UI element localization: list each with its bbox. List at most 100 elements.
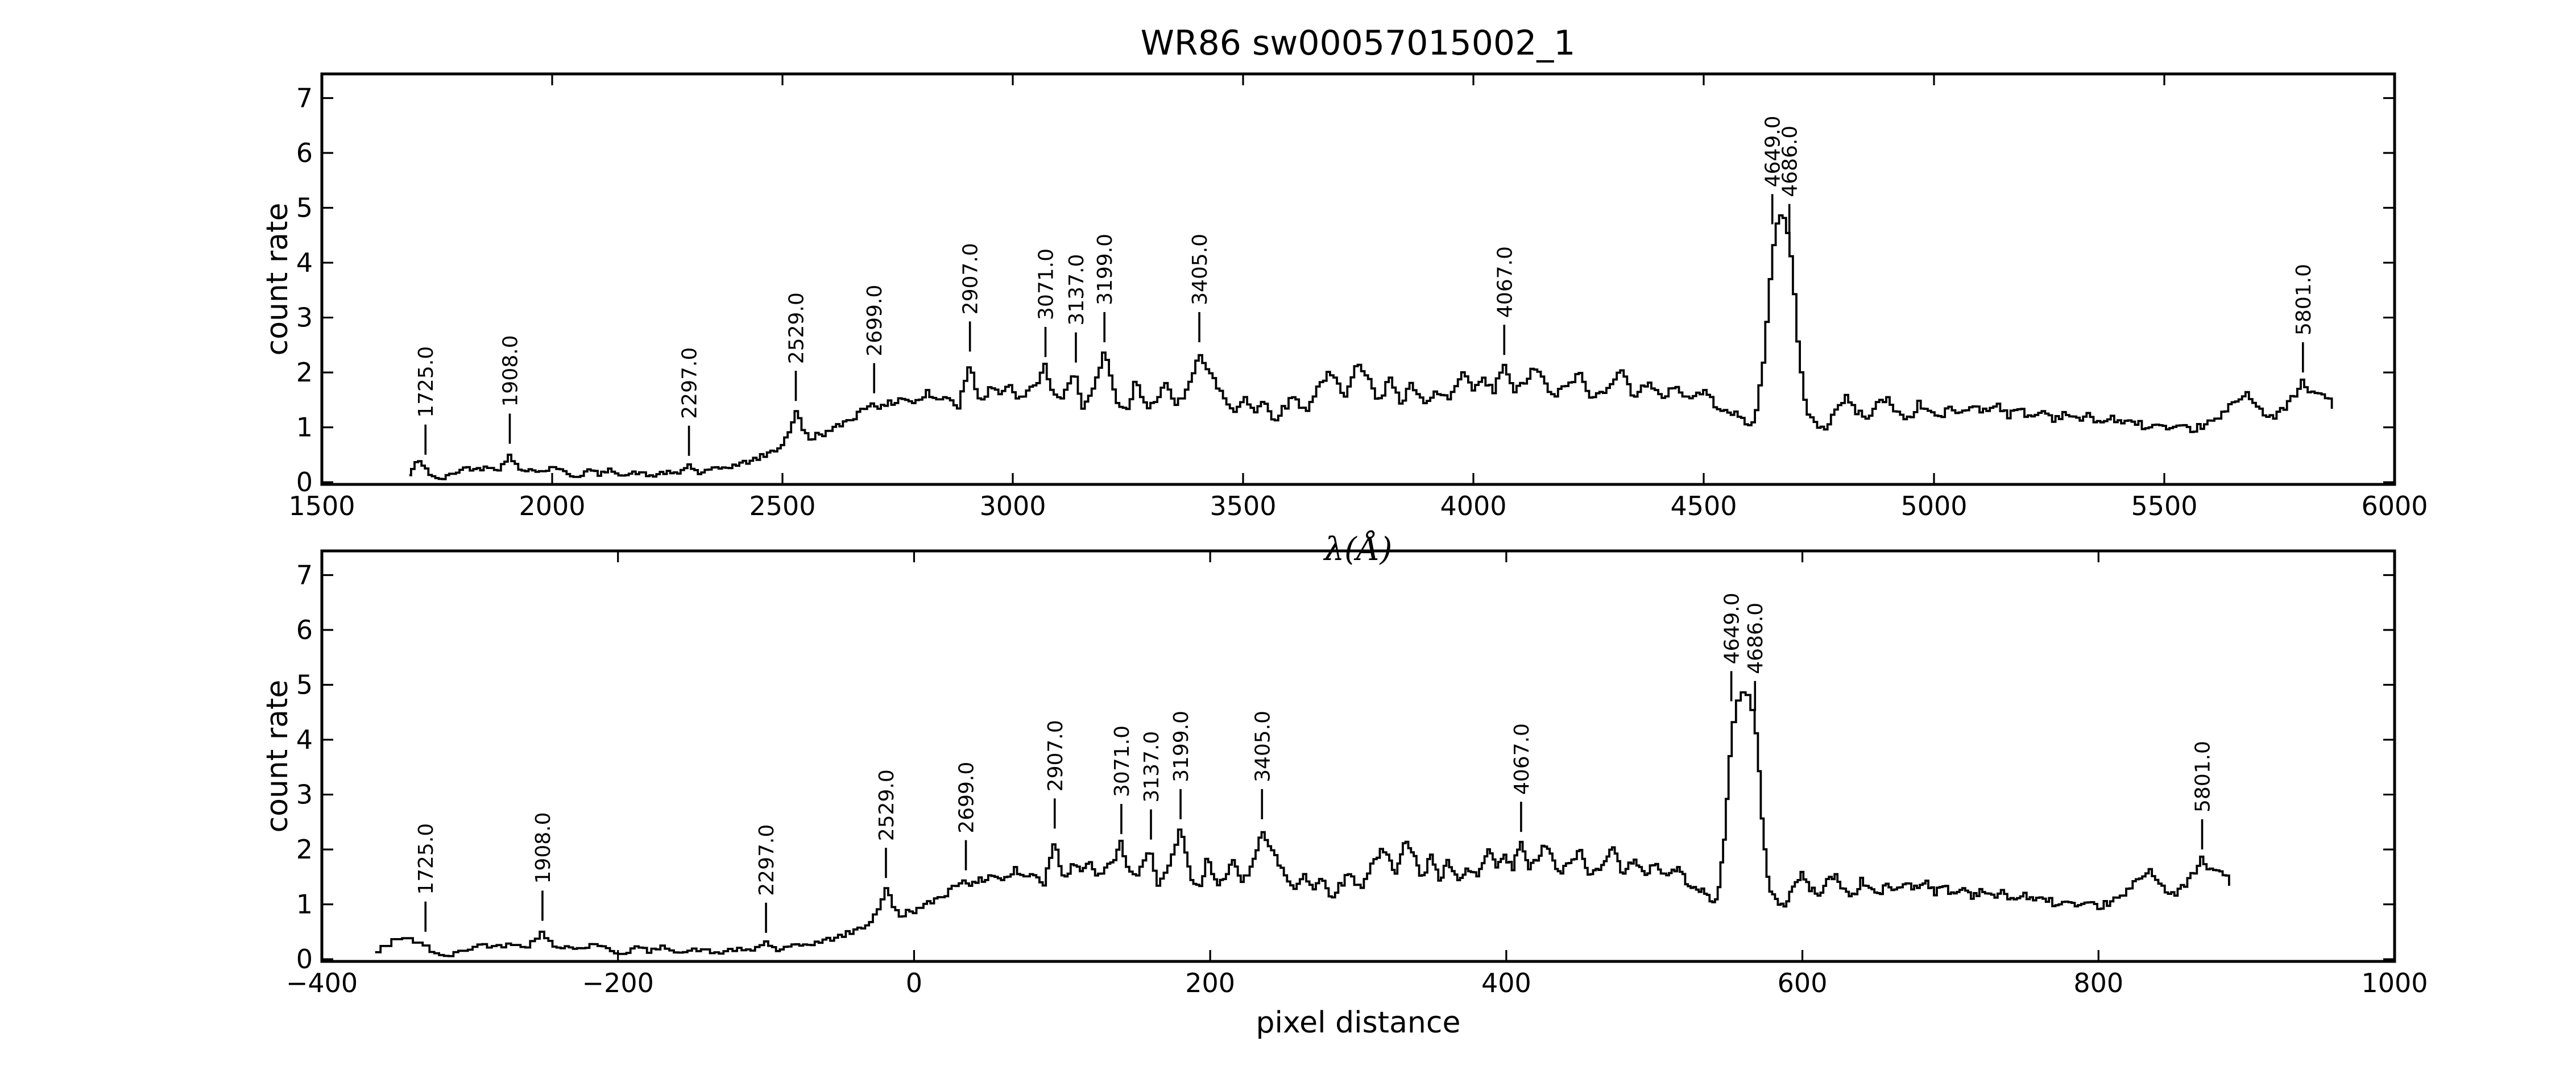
x-tick-label: 400 — [1481, 968, 1531, 998]
peak-annotation: 2907.0 — [1044, 720, 1067, 829]
x-tick-label: 5000 — [1900, 491, 1967, 521]
y-tick-label: 3 — [296, 302, 313, 333]
peak-annotation: 1725.0 — [415, 823, 438, 932]
axes-box — [320, 549, 2396, 963]
x-tick-label: −400 — [286, 968, 358, 998]
x-tick-label: 6000 — [2361, 491, 2428, 521]
y-tick-label: 0 — [296, 467, 313, 497]
peak-annotation: 4649.0 — [1762, 115, 1785, 225]
peak-annotation: 3071.0 — [1035, 248, 1058, 358]
peak-annotation: 2699.0 — [863, 285, 887, 393]
y-tick-label: 4 — [296, 724, 313, 755]
y-tick-label: 6 — [296, 138, 313, 168]
peak-annotation: 3405.0 — [1251, 711, 1274, 820]
x-axis-label: pixel distance — [1256, 1006, 1461, 1040]
peak-annotation: 3405.0 — [1188, 234, 1212, 343]
peak-annotation: 4067.0 — [1510, 723, 1534, 832]
peak-annotation-label: 1908.0 — [532, 812, 555, 884]
axes-box — [320, 72, 2396, 486]
y-tick-label: 2 — [296, 834, 313, 865]
x-tick-label: 1000 — [2361, 968, 2428, 998]
peak-annotation-label: 3071.0 — [1035, 248, 1058, 320]
x-axis-label: λ(Å) — [1323, 530, 1393, 568]
y-tick-label: 7 — [296, 82, 313, 113]
x-tick-label: 600 — [1778, 968, 1828, 998]
y-tick-label: 2 — [296, 357, 313, 388]
peak-annotation-label: 3405.0 — [1251, 711, 1274, 782]
y-tick-label: 1 — [296, 412, 313, 443]
peak-annotation: 2297.0 — [678, 347, 702, 456]
peak-annotation: 1725.0 — [415, 346, 438, 455]
peak-annotation: 2529.0 — [785, 292, 808, 401]
peak-annotation-label: 2529.0 — [875, 769, 898, 841]
peak-annotation: 4686.0 — [1744, 603, 1767, 711]
peak-annotation: 2699.0 — [955, 762, 979, 870]
peak-annotation: 4067.0 — [1493, 246, 1517, 355]
peak-annotation-label: 5801.0 — [2192, 741, 2215, 812]
y-axis-label: count rate — [260, 680, 295, 833]
peak-annotation-label: 4686.0 — [1744, 603, 1767, 674]
x-tick-label: 2500 — [749, 491, 815, 521]
peak-annotation: 2529.0 — [875, 769, 898, 878]
y-tick-label: 1 — [296, 889, 313, 920]
peak-annotation-label: 3199.0 — [1170, 711, 1193, 782]
y-tick-label: 6 — [296, 615, 313, 645]
peak-annotation: 2297.0 — [755, 824, 778, 933]
figure-title: WR86 sw00057015002_1 — [1141, 23, 1576, 63]
peak-annotation-label: 1725.0 — [415, 823, 438, 895]
x-tick-label: 5500 — [2131, 491, 2197, 521]
peak-annotation-label: 4649.0 — [1721, 592, 1744, 664]
x-tick-label: −200 — [582, 968, 654, 998]
y-tick-label: 0 — [296, 944, 313, 974]
peak-annotation-label: 2297.0 — [678, 347, 702, 419]
x-tick-label: 3000 — [979, 491, 1046, 521]
peak-annotation: 4649.0 — [1721, 592, 1744, 702]
peak-annotation: 5801.0 — [2192, 741, 2215, 850]
peak-annotation-label: 2907.0 — [959, 243, 983, 314]
peak-annotation-label: 3405.0 — [1188, 234, 1212, 305]
peak-annotation: 3071.0 — [1111, 725, 1134, 835]
spectrum-curve — [375, 691, 2230, 957]
x-tick-label: 200 — [1185, 968, 1235, 998]
peak-annotation: 4686.0 — [1779, 126, 1802, 234]
x-tick-label: 800 — [2073, 968, 2123, 998]
peak-annotation-label: 1908.0 — [499, 335, 522, 407]
peak-annotation: 5801.0 — [2292, 264, 2316, 373]
peak-annotation: 3137.0 — [1065, 254, 1088, 363]
peak-annotation: 1908.0 — [532, 812, 555, 921]
peak-annotation-label: 4067.0 — [1493, 246, 1517, 318]
spectrum-curve — [409, 214, 2333, 480]
peak-annotation-label: 2297.0 — [755, 824, 778, 896]
peak-annotation: 1908.0 — [499, 335, 522, 444]
x-tick-label: 1500 — [288, 491, 355, 521]
peak-annotation: 3199.0 — [1094, 234, 1117, 343]
y-tick-label: 3 — [296, 779, 313, 810]
y-tick-label: 4 — [296, 247, 313, 278]
peak-annotation-label: 4067.0 — [1510, 723, 1534, 795]
peak-annotation-label: 1725.0 — [415, 346, 438, 418]
peak-annotation: 2907.0 — [959, 243, 983, 352]
peak-annotation-label: 2699.0 — [863, 285, 887, 356]
y-tick-label: 5 — [296, 670, 313, 700]
y-tick-label: 7 — [296, 559, 313, 590]
peak-annotation: 3137.0 — [1140, 731, 1163, 840]
x-tick-label: 2000 — [519, 491, 585, 521]
peak-annotation-label: 3137.0 — [1065, 254, 1088, 326]
peak-annotation-label: 4649.0 — [1762, 115, 1785, 187]
x-tick-label: 0 — [906, 968, 922, 998]
x-tick-label: 3500 — [1210, 491, 1276, 521]
x-tick-label: 4500 — [1670, 491, 1737, 521]
peak-annotation-label: 2529.0 — [785, 292, 808, 364]
peak-annotation-label: 5801.0 — [2292, 264, 2316, 335]
peak-annotation-label: 3137.0 — [1140, 731, 1163, 803]
x-tick-label: 4000 — [1440, 491, 1506, 521]
peak-annotation-label: 2699.0 — [955, 762, 979, 833]
y-axis-label: count rate — [260, 203, 295, 356]
y-tick-label: 5 — [296, 193, 313, 223]
peak-annotation-label: 3199.0 — [1094, 234, 1117, 305]
